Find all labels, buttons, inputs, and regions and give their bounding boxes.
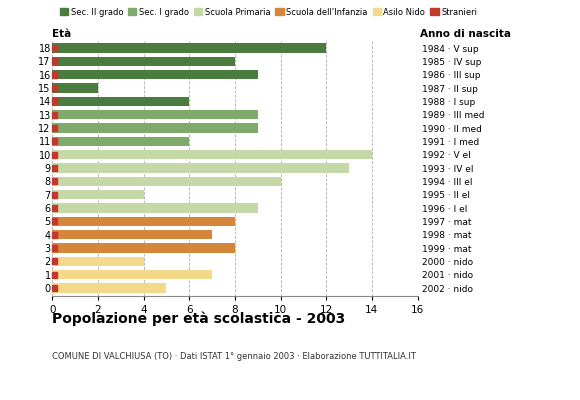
Legend: Sec. II grado, Sec. I grado, Scuola Primaria, Scuola dell'Infanzia, Asilo Nido, : Sec. II grado, Sec. I grado, Scuola Prim…	[56, 4, 480, 20]
Bar	[52, 245, 57, 251]
Bar	[52, 190, 143, 200]
Text: Età: Età	[52, 29, 71, 39]
Bar	[52, 83, 98, 93]
Bar	[52, 112, 57, 118]
Bar	[52, 285, 57, 291]
Text: Anno di nascita: Anno di nascita	[420, 29, 512, 39]
Bar	[52, 216, 235, 226]
Bar	[52, 230, 212, 240]
Bar	[52, 123, 258, 133]
Bar	[52, 205, 57, 211]
Bar	[52, 56, 235, 66]
Bar	[52, 138, 57, 144]
Bar	[52, 45, 57, 51]
Bar	[52, 58, 57, 64]
Bar	[52, 43, 326, 53]
Bar	[52, 272, 57, 278]
Bar	[52, 176, 281, 186]
Bar	[52, 165, 57, 171]
Bar	[52, 152, 57, 158]
Bar	[52, 150, 372, 160]
Bar	[52, 178, 57, 184]
Bar	[52, 96, 189, 106]
Text: Popolazione per età scolastica - 2003: Popolazione per età scolastica - 2003	[52, 312, 346, 326]
Bar	[52, 256, 143, 266]
Bar	[52, 232, 57, 238]
Bar	[52, 136, 189, 146]
Bar	[52, 125, 57, 131]
Bar	[52, 243, 235, 253]
Bar	[52, 270, 212, 280]
Text: COMUNE DI VALCHIUSA (TO) · Dati ISTAT 1° gennaio 2003 · Elaborazione TUTTITALIA.: COMUNE DI VALCHIUSA (TO) · Dati ISTAT 1°…	[52, 352, 416, 361]
Bar	[52, 98, 57, 104]
Bar	[52, 70, 258, 80]
Bar	[52, 85, 57, 91]
Bar	[52, 283, 166, 293]
Bar	[52, 163, 349, 173]
Bar	[52, 218, 57, 224]
Bar	[52, 192, 57, 198]
Bar	[52, 258, 57, 264]
Bar	[52, 110, 258, 120]
Bar	[52, 72, 57, 78]
Bar	[52, 203, 258, 213]
